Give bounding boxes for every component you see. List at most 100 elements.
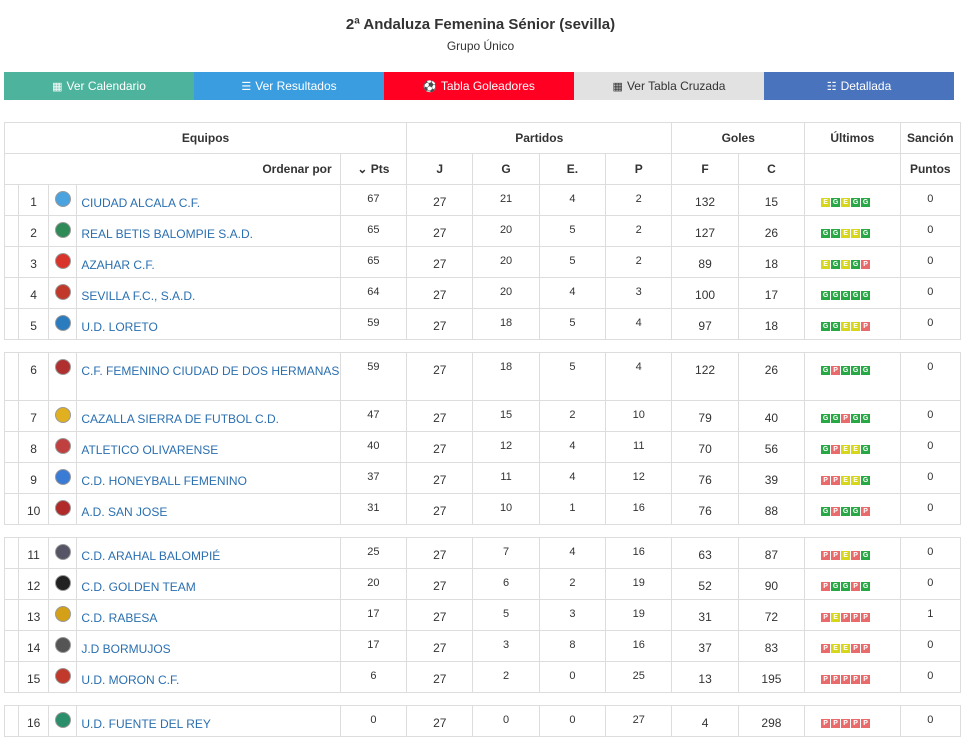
team-name-link[interactable]: U.D. FUENTE DEL REY (76, 705, 341, 737)
ver-tabla-cruzada-button[interactable]: ▦ Ver Tabla Cruzada (574, 72, 764, 100)
team-name-link[interactable]: C.D. RABESA (76, 599, 341, 631)
result-badge: E (831, 613, 841, 623)
team-crest-cell (48, 215, 78, 247)
detail-list-icon: ☷ (826, 80, 837, 93)
result-badge: P (831, 551, 841, 561)
result-badge: P (861, 260, 871, 270)
goals-against-cell: 39 (737, 462, 806, 494)
row-gutter (3, 431, 20, 463)
result-badge: P (861, 613, 871, 623)
result-badge: P (841, 675, 851, 685)
won-cell: 2 (472, 661, 540, 693)
row-gutter (3, 568, 20, 600)
row-gutter (3, 184, 20, 216)
team-name-link[interactable]: C.F. FEMENINO CIUDAD DE DOS HERMANAS (76, 352, 341, 401)
team-crest-cell (48, 599, 78, 631)
lost-cell: 27 (605, 705, 673, 737)
team-name-link[interactable]: AZAHAR C.F. (76, 246, 341, 278)
page-subtitle: Grupo Único (446, 39, 515, 53)
result-badge: P (821, 582, 831, 592)
team-name-link[interactable]: C.D. GOLDEN TEAM (76, 568, 341, 600)
goals-against-cell: 18 (737, 246, 806, 278)
result-badge: P (821, 613, 831, 623)
goals-for-cell: 70 (671, 431, 739, 463)
team-crest-icon (54, 544, 71, 560)
won-cell: 10 (472, 493, 540, 525)
points-cell: 65 (339, 215, 408, 247)
column-last-blank (804, 153, 901, 185)
played-cell: 27 (406, 599, 474, 631)
goals-for-cell: 4 (671, 705, 739, 737)
team-crest-icon (54, 253, 71, 269)
goals-against-cell: 18 (737, 308, 806, 340)
team-name-link[interactable]: CIUDAD ALCALA C.F. (76, 184, 341, 216)
table-row: 4 SEVILLA F.C., S.A.D. 64 27 20 4 3 100 17 G G G G G 0 (3, 277, 961, 309)
result-badge: G (831, 582, 841, 592)
team-name-link[interactable]: C.D. HONEYBALL FEMENINO (76, 462, 341, 494)
team-name-link[interactable]: A.D. SAN JOSE (76, 493, 341, 525)
points-cell: 40 (339, 431, 408, 463)
team-name-link[interactable]: J.D BORMUJOS (76, 630, 341, 662)
tabla-goleadores-button[interactable]: ⚽ Tabla Goleadores (384, 72, 574, 100)
result-badge: P (831, 675, 841, 685)
sanction-cell: 0 (899, 184, 961, 216)
lost-cell: 4 (605, 352, 673, 401)
calendar-icon: ▦ (52, 80, 63, 93)
drawn-cell: 4 (538, 462, 607, 494)
goals-against-cell: 90 (737, 568, 806, 600)
won-cell: 6 (472, 568, 540, 600)
result-badge: G (861, 366, 871, 376)
team-name-link[interactable]: CAZALLA SIERRA DE FUTBOL C.D. (76, 400, 341, 432)
position-cell: 1 (18, 184, 50, 216)
sort-by-pts[interactable]: ⌄ Pts (339, 153, 408, 185)
result-badge: E (841, 551, 851, 561)
result-badge: P (821, 551, 831, 561)
team-name-link[interactable]: C.D. ARAHAL BALOMPIÉ (76, 537, 341, 569)
ver-calendario-button[interactable]: ▦ Ver Calendario (4, 72, 194, 100)
team-name-link[interactable]: SEVILLA F.C., S.A.D. (76, 277, 341, 309)
result-badge: G (831, 229, 841, 239)
table-row: 12 C.D. GOLDEN TEAM 20 27 6 2 19 52 90 P G G P G 0 (3, 568, 961, 600)
position-cell: 14 (18, 630, 50, 662)
detallada-button[interactable]: ☷ Detallada (764, 72, 954, 100)
goals-against-cell: 195 (737, 661, 806, 693)
points-cell: 31 (339, 493, 408, 525)
result-badge: E (851, 229, 861, 239)
drawn-cell: 5 (538, 215, 607, 247)
button-label: Ver Tabla Cruzada (626, 79, 726, 93)
result-badge: G (841, 291, 851, 301)
team-name-link[interactable]: U.D. MORON C.F. (76, 661, 341, 693)
sanction-cell: 0 (899, 215, 961, 247)
result-badge: E (821, 198, 831, 208)
team-crest-icon (54, 359, 71, 375)
goals-against-cell: 298 (737, 705, 806, 737)
lost-cell: 2 (605, 184, 673, 216)
played-cell: 27 (406, 308, 474, 340)
played-cell: 27 (406, 246, 474, 278)
result-badge: G (841, 366, 851, 376)
list-icon: ☰ (241, 80, 252, 93)
drawn-cell: 8 (538, 630, 607, 662)
lost-cell: 3 (605, 277, 673, 309)
position-cell: 9 (18, 462, 50, 494)
result-badge: G (851, 291, 861, 301)
points-cell: 25 (339, 537, 408, 569)
table-row: 14 J.D BORMUJOS 17 27 3 8 16 37 83 P E E P P 0 (3, 630, 961, 662)
ver-resultados-button[interactable]: ☰ Ver Resultados (194, 72, 384, 100)
goals-against-cell: 17 (737, 277, 806, 309)
result-badge: P (831, 719, 841, 729)
team-name-link[interactable]: REAL BETIS BALOMPIE S.A.D. (76, 215, 341, 247)
team-crest-cell (48, 661, 78, 693)
result-badge: P (861, 719, 871, 729)
team-name-link[interactable]: U.D. LORETO (76, 308, 341, 340)
separator-cell (4, 692, 961, 706)
result-badge: G (831, 260, 841, 270)
points-cell: 6 (339, 661, 408, 693)
team-crest-cell (48, 184, 78, 216)
result-badge: P (851, 582, 861, 592)
team-name-link[interactable]: ATLETICO OLIVARENSE (76, 431, 341, 463)
result-badge: P (851, 551, 861, 561)
